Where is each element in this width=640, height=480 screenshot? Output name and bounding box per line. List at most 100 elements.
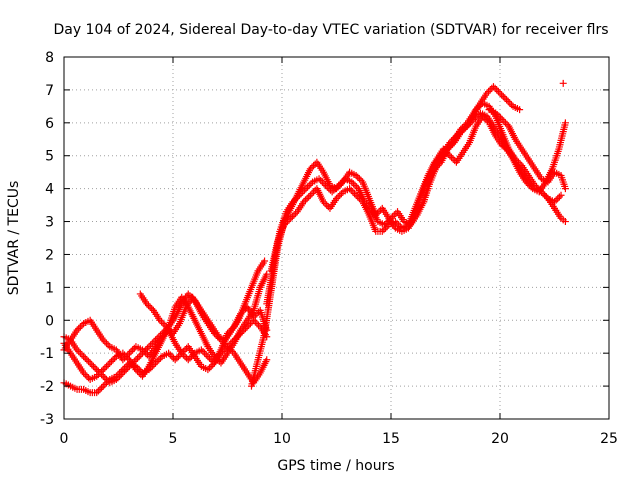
data-point bbox=[98, 367, 106, 375]
data-point bbox=[120, 351, 128, 359]
data-point bbox=[283, 218, 291, 226]
data-point bbox=[75, 348, 83, 356]
data-point bbox=[498, 116, 506, 124]
data-point bbox=[73, 326, 81, 334]
x-tick-label: 0 bbox=[60, 431, 69, 447]
data-point bbox=[389, 213, 397, 221]
x-tick-label: 25 bbox=[600, 431, 618, 447]
data-point bbox=[302, 185, 310, 193]
data-point bbox=[506, 99, 514, 107]
data-point bbox=[499, 92, 507, 100]
x-tick-label: 5 bbox=[169, 431, 178, 447]
data-point bbox=[318, 178, 326, 186]
data-point bbox=[446, 152, 454, 160]
data-point bbox=[145, 343, 153, 351]
data-point bbox=[352, 171, 360, 179]
data-point bbox=[98, 384, 106, 392]
data-point bbox=[472, 106, 480, 114]
data-point bbox=[331, 185, 339, 193]
y-tick-label: -1 bbox=[40, 346, 54, 362]
data-point bbox=[501, 119, 509, 127]
data-point bbox=[179, 348, 187, 356]
data-point bbox=[295, 191, 303, 199]
data-point bbox=[99, 366, 107, 374]
data-point bbox=[146, 303, 154, 311]
data-point bbox=[107, 357, 115, 365]
data-point bbox=[552, 196, 560, 204]
data-point bbox=[125, 349, 133, 357]
data-point bbox=[493, 111, 501, 119]
y-tick-label: -3 bbox=[40, 412, 54, 428]
data-point bbox=[470, 116, 478, 124]
data-point bbox=[351, 181, 359, 189]
data-point bbox=[148, 339, 156, 347]
data-point bbox=[210, 352, 218, 360]
data-point bbox=[305, 193, 313, 201]
data-point bbox=[337, 190, 345, 198]
data-point bbox=[531, 181, 539, 189]
data-point bbox=[300, 186, 308, 194]
data-point bbox=[297, 190, 305, 198]
data-point bbox=[197, 346, 205, 354]
data-point bbox=[354, 193, 362, 201]
data-point bbox=[305, 181, 313, 189]
data-point bbox=[468, 117, 476, 125]
data-point bbox=[536, 186, 544, 194]
data-point bbox=[449, 140, 457, 148]
data-point bbox=[159, 320, 167, 328]
data-point bbox=[124, 354, 132, 362]
data-point bbox=[534, 185, 542, 193]
y-tick-label: 2 bbox=[45, 247, 54, 263]
data-point bbox=[135, 352, 143, 360]
series-track-h bbox=[267, 109, 569, 275]
data-point bbox=[516, 160, 524, 168]
x-tick-label: 15 bbox=[382, 431, 400, 447]
x-axis-label: GPS time / hours bbox=[277, 458, 394, 474]
data-point bbox=[219, 348, 227, 356]
data-point bbox=[291, 196, 299, 204]
data-point bbox=[93, 366, 101, 374]
data-point bbox=[325, 185, 333, 193]
data-point bbox=[94, 387, 102, 395]
plot-frame bbox=[63, 56, 610, 420]
data-point bbox=[122, 352, 130, 360]
data-point bbox=[515, 158, 523, 166]
series-track-f bbox=[247, 83, 524, 390]
grid-lines bbox=[64, 57, 609, 419]
data-point bbox=[347, 186, 355, 194]
data-point bbox=[184, 290, 192, 298]
data-point bbox=[328, 188, 336, 196]
data-point bbox=[334, 193, 342, 201]
data-point bbox=[323, 201, 331, 209]
data-point bbox=[112, 372, 120, 380]
data-point bbox=[122, 362, 130, 370]
data-point bbox=[287, 214, 295, 222]
data-point bbox=[390, 211, 398, 219]
y-tick-label: 8 bbox=[45, 50, 54, 66]
data-point bbox=[164, 325, 172, 332]
data-point bbox=[511, 155, 519, 163]
y-tick-label: -2 bbox=[40, 379, 54, 395]
data-point bbox=[383, 222, 391, 230]
data-point bbox=[78, 321, 86, 329]
axis-ticks: 0 5 10 15 20 25 -3 -2 -1 0 1 2 3 4 5 6 7 8 bbox=[40, 50, 618, 447]
data-point bbox=[212, 354, 220, 362]
data-point bbox=[504, 97, 512, 105]
y-tick-label: 6 bbox=[45, 116, 54, 132]
data-point bbox=[485, 88, 493, 96]
data-point bbox=[449, 155, 457, 163]
data-point bbox=[251, 311, 259, 319]
data-point bbox=[137, 351, 145, 359]
data-point bbox=[391, 218, 399, 226]
data-point bbox=[467, 119, 475, 127]
data-point bbox=[209, 361, 217, 369]
data-point bbox=[165, 349, 173, 357]
data-point bbox=[80, 369, 88, 377]
data-point bbox=[378, 227, 386, 235]
data-point bbox=[207, 362, 215, 370]
series-track-j bbox=[485, 106, 569, 193]
data-point bbox=[206, 354, 214, 362]
data-point bbox=[109, 356, 117, 364]
data-point bbox=[143, 344, 151, 352]
data-point bbox=[80, 352, 88, 360]
